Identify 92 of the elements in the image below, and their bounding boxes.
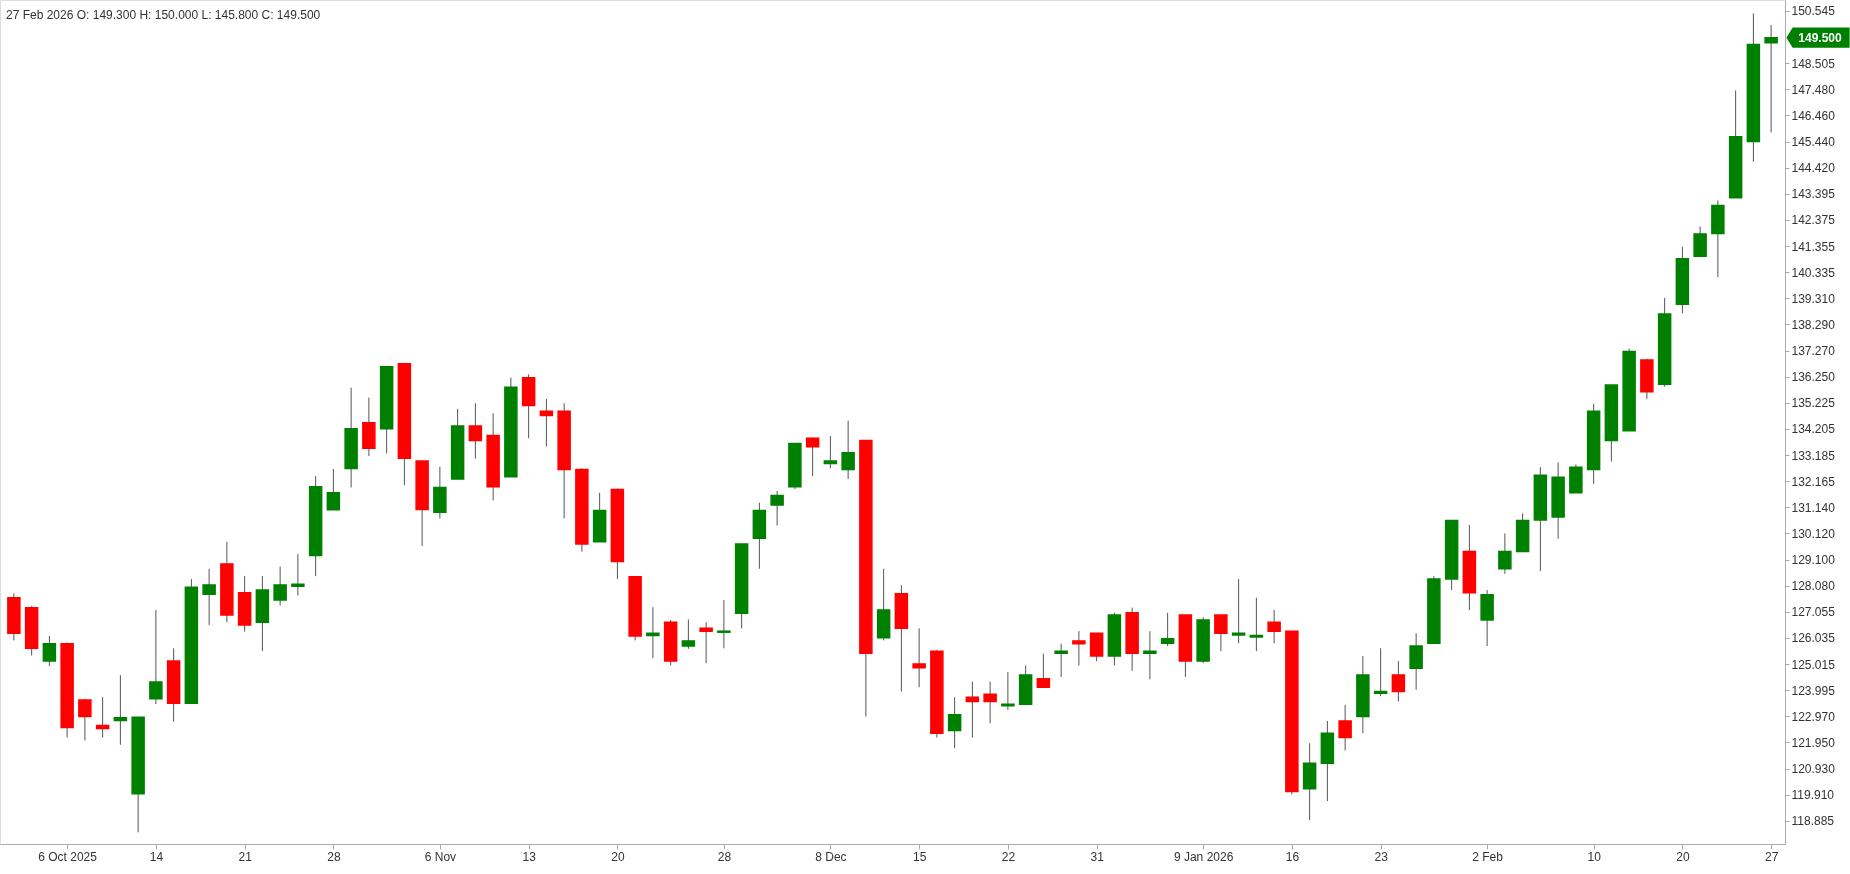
candlestick: [770, 490, 784, 527]
y-tick-label: 132.165: [1791, 474, 1836, 489]
candlestick: [42, 635, 57, 667]
annotation: 27 Feb 2026 O: 149.300 H: 150.000 L: 145.800 C: 149.500: [6, 8, 321, 22]
candlestick: [1267, 609, 1281, 644]
candlestick: [78, 698, 92, 741]
y-tick-label: 120.930: [1791, 762, 1836, 777]
candlestick: [1249, 597, 1264, 652]
candlestick: [1391, 660, 1406, 703]
y-tick-label: 146.460: [1791, 108, 1836, 123]
candlestick: [291, 553, 305, 597]
candlestick: [202, 568, 216, 626]
y-tick-label: 118.885: [1791, 814, 1835, 829]
candlestick: [1001, 671, 1015, 711]
y-tick-label: 143.395: [1791, 187, 1836, 202]
candlestick: [983, 681, 997, 724]
y-tick-label: 148.505: [1791, 56, 1836, 71]
y-tick-label: 150.545: [1791, 4, 1836, 19]
y-tick-label: 134.205: [1791, 422, 1836, 437]
x-tick-label: 13: [522, 849, 537, 864]
candlestick: [1054, 643, 1068, 678]
x-tick-label: 15: [912, 849, 927, 864]
candlestick: [947, 696, 962, 749]
candlestick: [1409, 632, 1423, 691]
candlestick: [1231, 578, 1246, 644]
y-tick-label: 139.310: [1791, 291, 1836, 306]
text: 149.500: [1798, 30, 1843, 45]
candlestick: [149, 609, 163, 705]
candlestick: [1036, 653, 1051, 688]
x-tick-label: 28: [717, 849, 732, 864]
x-tick-label: 6 Oct 2025: [38, 849, 98, 864]
candlestick: [113, 674, 128, 746]
x-tick-label: 10: [1587, 849, 1602, 864]
y-tick-label: 138.290: [1791, 317, 1836, 332]
y-tick-label: 133.185: [1791, 448, 1836, 463]
y-tick-label: 123.995: [1791, 683, 1836, 698]
y-tick-label: 125.015: [1791, 657, 1836, 672]
candlestick: [1498, 532, 1512, 575]
candlestick: [95, 696, 110, 739]
candlestick: [699, 621, 713, 664]
x-tick-label: 2 Feb: [1472, 849, 1504, 864]
candlestick: [1089, 632, 1104, 662]
y-tick-label: 119.910: [1791, 788, 1835, 803]
candlestick: [912, 627, 926, 688]
candlestick: [1764, 24, 1778, 133]
y-tick-label: 129.100: [1791, 553, 1836, 568]
y-tick-label: 126.035: [1791, 631, 1836, 646]
y-tick-label: 128.080: [1791, 579, 1836, 594]
candlestick: [681, 618, 696, 650]
y-tick-label: 145.440: [1791, 135, 1836, 150]
x-tick-label: 27: [1764, 849, 1779, 864]
candlestick: [841, 420, 855, 480]
y-tick-label: 144.420: [1791, 161, 1836, 176]
candlestick: [468, 402, 483, 460]
x-tick-label: 20: [611, 849, 625, 864]
x-tick-label: 21: [238, 849, 253, 864]
candlestick: [965, 681, 980, 739]
x-tick-label: 23: [1374, 849, 1389, 864]
y-tick-label: 122.970: [1791, 709, 1836, 724]
candlestick: [823, 435, 838, 469]
y-tick-label: 137.270: [1791, 344, 1836, 359]
y-tick-label: 131.140: [1791, 500, 1836, 515]
y-tick-label: 135.225: [1791, 396, 1836, 411]
x-tick-label: 28: [327, 849, 341, 864]
candlestick: [1338, 704, 1352, 751]
candlestick: [1072, 630, 1086, 666]
candlestick: [326, 468, 341, 511]
x-tick-label: 31: [1090, 849, 1105, 864]
candlestick: [646, 606, 660, 659]
y-tick-label: 121.950: [1791, 735, 1836, 750]
y-tick-label: 136.250: [1791, 370, 1836, 385]
candlestick: [539, 398, 554, 447]
x-tick-label: 8 Dec: [815, 849, 847, 864]
candlestick: [1143, 630, 1157, 680]
x-tick-label: 14: [149, 849, 164, 864]
y-tick-label: 127.055: [1791, 605, 1836, 620]
candlestick: [717, 599, 731, 649]
candlestick: [1214, 614, 1228, 652]
x-tick-label: 22: [1001, 849, 1016, 864]
y-tick-label: 141.355: [1791, 239, 1836, 254]
y-tick-label: 130.120: [1791, 526, 1836, 541]
candlestick: [1160, 612, 1175, 647]
x-tick-label: 20: [1676, 849, 1690, 864]
candlestick: [1373, 647, 1388, 697]
y-tick-label: 140.335: [1791, 265, 1836, 280]
y-tick-label: 142.375: [1791, 213, 1836, 228]
x-tick-label: 9 Jan 2026: [1173, 849, 1234, 864]
y-tick-label: 147.480: [1791, 82, 1836, 97]
x-tick-label: 16: [1285, 849, 1300, 864]
x-tick-label: 6 Nov: [424, 849, 457, 864]
candlestick: [1693, 226, 1707, 257]
candlestick: [273, 566, 287, 607]
